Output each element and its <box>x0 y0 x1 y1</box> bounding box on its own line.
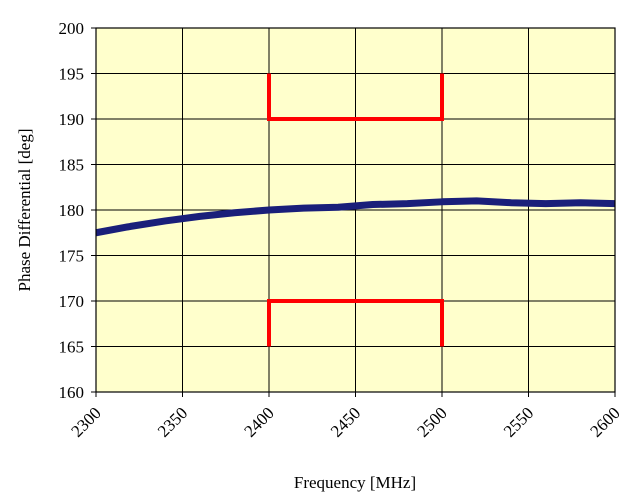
series-line <box>95 197 616 237</box>
x-tick-label: 2450 <box>327 403 364 440</box>
series-group <box>95 197 616 237</box>
x-tick-label: 2350 <box>154 403 191 440</box>
x-tick-label: 2500 <box>413 403 450 440</box>
y-tick-label: 190 <box>59 110 85 129</box>
plot-frame <box>91 27 616 397</box>
y-tick-label: 165 <box>59 338 85 357</box>
x-tick-labels: 2300 2350 2400 2450 2500 2550 2600 <box>67 403 623 440</box>
y-tick-label: 180 <box>59 201 85 220</box>
x-tick-label: 2550 <box>500 403 537 440</box>
y-tick-label: 195 <box>59 65 85 84</box>
limit-line <box>267 299 444 347</box>
x-tick-label: 2300 <box>67 403 104 440</box>
y-tick-label: 200 <box>59 19 85 38</box>
limit-line <box>267 73 444 121</box>
y-tick-labels: 160 165 170 175 180 185 190 195 200 <box>59 19 85 402</box>
x-tick-label: 2600 <box>586 403 623 440</box>
y-tick-label: 160 <box>59 383 85 402</box>
y-tick-label: 170 <box>59 292 85 311</box>
y-tick-label: 175 <box>59 247 85 266</box>
y-axis-title: Phase Differential [deg] <box>15 128 34 291</box>
y-tick-label: 185 <box>59 156 85 175</box>
limit-lines <box>267 73 444 347</box>
x-tick-label: 2400 <box>240 403 277 440</box>
x-axis-title: Frequency [MHz] <box>294 473 416 492</box>
